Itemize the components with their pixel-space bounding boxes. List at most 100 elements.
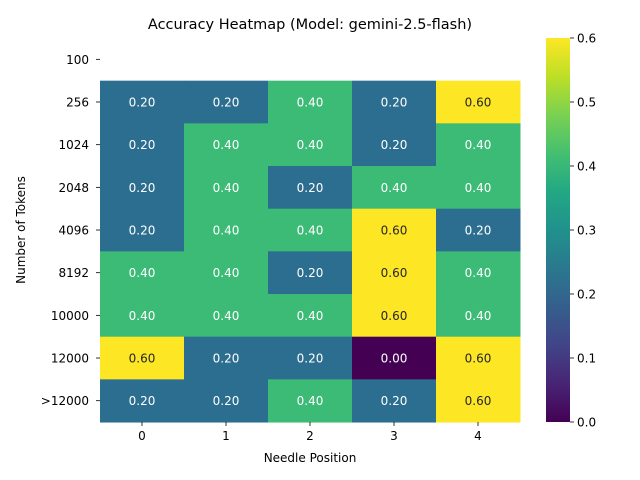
heatmap-cell <box>184 379 269 423</box>
heatmap-cell <box>184 251 269 295</box>
heatmap-cell-label: 0.40 <box>381 181 408 195</box>
heatmap-cell-label: 0.40 <box>213 309 240 323</box>
heatmap-cell <box>184 123 269 167</box>
heatmap-cell <box>100 166 185 210</box>
colorbar-tick-label: 0.2 <box>577 288 596 302</box>
y-tick-label: 1024 <box>58 138 89 152</box>
heatmap-cell <box>352 336 437 380</box>
y-tick-label: 4096 <box>58 224 89 238</box>
heatmap-cell <box>436 208 521 252</box>
heatmap-cell-label: 0.60 <box>465 96 492 110</box>
heatmap-cell <box>184 80 269 124</box>
heatmap-cell-label: 0.20 <box>465 224 492 238</box>
y-axis-label: Number of Tokens <box>14 176 28 284</box>
heatmap-cell-label: 0.60 <box>465 352 492 366</box>
heatmap-cell-label: 0.40 <box>465 266 492 280</box>
heatmap-cell <box>184 166 269 210</box>
heatmap-cell <box>436 123 521 167</box>
x-tick-label: 3 <box>390 429 398 443</box>
x-axis-label: Needle Position <box>264 451 357 465</box>
heatmap-cell-label: 0.20 <box>129 394 156 408</box>
heatmap-cell-label: 0.40 <box>465 181 492 195</box>
heatmap-cell-label: 0.40 <box>129 266 156 280</box>
heatmap-cell-label: 0.40 <box>297 224 324 238</box>
heatmap-cell-label: 0.40 <box>465 138 492 152</box>
colorbar-tick-label: 0.0 <box>577 416 596 430</box>
heatmap-cell <box>436 166 521 210</box>
heatmap-cell <box>436 379 521 423</box>
heatmap-cell-label: 0.40 <box>129 309 156 323</box>
y-axis: 100 256 1024 2048 4096 8192 10000 12000 >12000 <box>41 53 100 408</box>
heatmap-cell <box>100 123 185 167</box>
y-tick-label: >12000 <box>41 394 89 408</box>
heatmap-cell-label: 0.20 <box>129 181 156 195</box>
heatmap-cell <box>352 123 437 167</box>
heatmap-cell-label: 0.60 <box>381 266 408 280</box>
x-tick-label: 0 <box>138 429 146 443</box>
colorbar-tick-label: 0.3 <box>577 224 596 238</box>
heatmap-cell <box>436 80 521 124</box>
heatmap-cells <box>100 80 521 423</box>
x-tick-label: 2 <box>306 429 314 443</box>
heatmap-cell-label: 0.20 <box>129 96 156 110</box>
x-tick-label: 4 <box>474 429 482 443</box>
heatmap-cell <box>100 208 185 252</box>
heatmap-cell <box>352 379 437 423</box>
heatmap-cell-label: 0.20 <box>129 224 156 238</box>
heatmap-cell-label: 0.20 <box>213 96 240 110</box>
heatmap-cell-labels: 0.20 0.20 0.40 0.20 0.60 0.20 0.40 0.40 0.20 0.40… <box>129 96 492 409</box>
colorbar-tick-label: 0.6 <box>577 32 596 46</box>
heatmap-cell-label: 0.40 <box>297 96 324 110</box>
heatmap-cell-label: 0.40 <box>297 138 324 152</box>
heatmap-cell-label: 0.20 <box>381 96 408 110</box>
colorbar-tick-label: 0.1 <box>577 352 596 366</box>
heatmap-cell-label: 0.00 <box>381 352 408 366</box>
heatmap-cell <box>268 80 353 124</box>
colorbar-gradient <box>546 38 570 422</box>
y-tick-label: 12000 <box>51 352 89 366</box>
heatmap-cell <box>352 80 437 124</box>
y-tick-label: 100 <box>66 53 89 67</box>
heatmap-cell-label: 0.20 <box>381 138 408 152</box>
heatmap-cell-label: 0.20 <box>297 181 324 195</box>
x-axis: 0 1 2 3 4 <box>138 422 482 443</box>
heatmap-cell-label: 0.20 <box>129 138 156 152</box>
heatmap-cell-label: 0.60 <box>129 352 156 366</box>
heatmap-cell-label: 0.60 <box>381 224 408 238</box>
heatmap-cell <box>352 166 437 210</box>
heatmap-cell <box>184 336 269 380</box>
heatmap-cell-label: 0.40 <box>297 394 324 408</box>
heatmap-cell <box>352 208 437 252</box>
heatmap-cell <box>268 123 353 167</box>
heatmap-cell <box>184 208 269 252</box>
heatmap-cell <box>268 294 353 338</box>
y-tick-label: 10000 <box>51 309 89 323</box>
y-tick-label: 2048 <box>58 181 89 195</box>
heatmap-cell-label: 0.40 <box>297 309 324 323</box>
heatmap-cell <box>352 294 437 338</box>
colorbar: 0.0 0.1 0.2 0.3 0.4 0.5 0.6 <box>546 32 596 430</box>
heatmap-cell <box>436 336 521 380</box>
heatmap-cell-label: 0.20 <box>213 394 240 408</box>
y-tick-label: 256 <box>66 96 89 110</box>
heatmap-cell <box>436 251 521 295</box>
heatmap-cell-label: 0.40 <box>213 266 240 280</box>
heatmap-cell-label: 0.40 <box>213 181 240 195</box>
chart-title: Accuracy Heatmap (Model: gemini-2.5-flas… <box>148 17 472 33</box>
heatmap-cell-label: 0.20 <box>297 266 324 280</box>
colorbar-tick-label: 0.4 <box>577 160 596 174</box>
heatmap-cell-label: 0.40 <box>465 309 492 323</box>
heatmap-cell <box>100 379 185 423</box>
y-tick-label: 8192 <box>58 266 89 280</box>
heatmap-cell <box>100 80 185 124</box>
heatmap-cell-label: 0.60 <box>465 394 492 408</box>
heatmap-cell-label: 0.20 <box>297 352 324 366</box>
heatmap-cell <box>352 251 437 295</box>
heatmap-cell <box>268 166 353 210</box>
heatmap-cell-label: 0.20 <box>381 394 408 408</box>
heatmap-cell <box>100 251 185 295</box>
colorbar-tick-label: 0.5 <box>577 96 596 110</box>
x-tick-label: 1 <box>222 429 230 443</box>
heatmap-cell-label: 0.40 <box>213 138 240 152</box>
